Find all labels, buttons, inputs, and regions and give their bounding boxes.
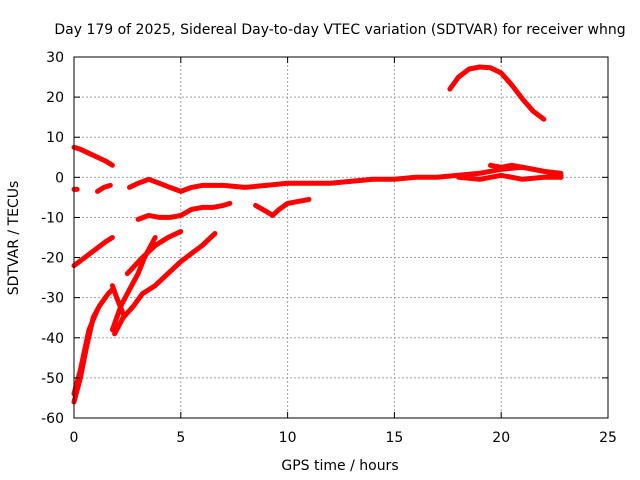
y-tick-label: -50 xyxy=(41,371,64,387)
series-track-16 xyxy=(447,64,547,122)
y-tick-label: -20 xyxy=(41,251,64,267)
grid xyxy=(74,57,608,418)
series-track-7 xyxy=(253,196,312,218)
x-tick-label: 5 xyxy=(176,430,185,446)
plot-frame xyxy=(73,56,609,419)
series-track-11 xyxy=(71,307,100,397)
series-track-4 xyxy=(127,164,564,194)
x-tick-label: 10 xyxy=(279,430,297,446)
series-track-5 xyxy=(456,172,564,182)
series-group xyxy=(71,64,564,405)
y-tick-label: 30 xyxy=(46,50,64,66)
series-track-3 xyxy=(95,182,113,194)
series-track-15 xyxy=(109,283,126,317)
series-track-9 xyxy=(71,235,115,269)
x-axis-label: GPS time / hours xyxy=(281,458,398,474)
x-tick-label: 0 xyxy=(70,430,79,446)
y-tick-label: -40 xyxy=(41,331,64,347)
series-track-6 xyxy=(488,162,564,178)
chart-title: Day 179 of 2025, Sidereal Day-to-day VTE… xyxy=(54,22,625,38)
series-track-8 xyxy=(135,200,233,222)
y-tick-label: -60 xyxy=(41,411,64,427)
axis-ticks: 0 5 10 15 20 25 -60 -50 -40 -30 -20 -10 0 10 20 30 xyxy=(41,50,617,446)
y-tick-label: 0 xyxy=(55,170,64,186)
x-tick-label: 20 xyxy=(492,430,510,446)
y-tick-label: -30 xyxy=(41,291,64,307)
series-track-14 xyxy=(124,229,184,277)
y-tick-label: -10 xyxy=(41,210,64,226)
y-tick-label: 20 xyxy=(46,90,64,106)
x-tick-label: 25 xyxy=(599,430,617,446)
y-tick-label: 10 xyxy=(46,130,64,146)
series-track-1 xyxy=(71,144,115,168)
x-tick-label: 15 xyxy=(385,430,403,446)
y-axis-label: SDTVAR / TECUs xyxy=(6,181,22,296)
series-track-13 xyxy=(112,231,218,337)
